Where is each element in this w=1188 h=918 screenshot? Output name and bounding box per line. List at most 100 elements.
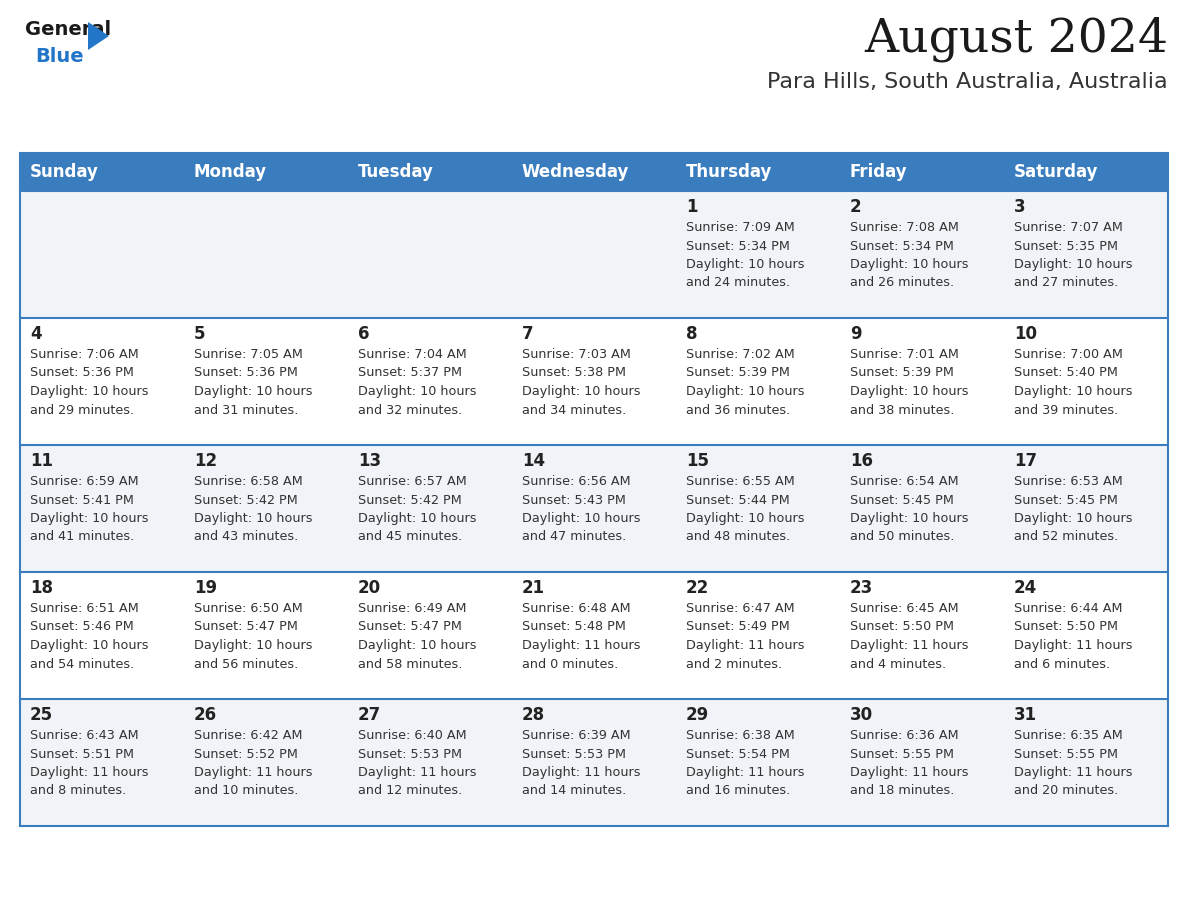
Text: and 31 minutes.: and 31 minutes.	[194, 404, 298, 417]
Text: Daylight: 11 hours: Daylight: 11 hours	[522, 766, 640, 779]
Text: Daylight: 10 hours: Daylight: 10 hours	[194, 639, 312, 652]
Text: Sunset: 5:50 PM: Sunset: 5:50 PM	[849, 621, 954, 633]
Text: Daylight: 11 hours: Daylight: 11 hours	[685, 766, 804, 779]
Text: Sunrise: 6:38 AM: Sunrise: 6:38 AM	[685, 729, 795, 742]
Text: Daylight: 10 hours: Daylight: 10 hours	[522, 512, 640, 525]
Text: Sunset: 5:53 PM: Sunset: 5:53 PM	[358, 747, 462, 760]
Text: 2: 2	[849, 198, 861, 216]
Bar	[184, 153, 348, 191]
Text: Daylight: 10 hours: Daylight: 10 hours	[30, 512, 148, 525]
Text: Sunset: 5:40 PM: Sunset: 5:40 PM	[1013, 366, 1118, 379]
Text: Daylight: 10 hours: Daylight: 10 hours	[358, 385, 476, 398]
Text: 22: 22	[685, 579, 709, 597]
Text: Sunset: 5:36 PM: Sunset: 5:36 PM	[194, 366, 298, 379]
Text: Sunset: 5:43 PM: Sunset: 5:43 PM	[522, 494, 626, 507]
Text: Monday: Monday	[194, 163, 267, 181]
Text: Sunset: 5:34 PM: Sunset: 5:34 PM	[849, 240, 954, 252]
Text: and 16 minutes.: and 16 minutes.	[685, 785, 790, 798]
Text: 5: 5	[194, 325, 206, 343]
Text: Saturday: Saturday	[1013, 163, 1099, 181]
Text: and 56 minutes.: and 56 minutes.	[194, 657, 298, 670]
Text: 6: 6	[358, 325, 369, 343]
Text: Sunset: 5:48 PM: Sunset: 5:48 PM	[522, 621, 626, 633]
Bar	[20, 153, 184, 191]
Text: Sunset: 5:52 PM: Sunset: 5:52 PM	[194, 747, 298, 760]
Text: Sunrise: 6:57 AM: Sunrise: 6:57 AM	[358, 475, 467, 488]
Text: Daylight: 10 hours: Daylight: 10 hours	[358, 639, 476, 652]
Text: Sunrise: 6:53 AM: Sunrise: 6:53 AM	[1013, 475, 1123, 488]
Text: 10: 10	[1013, 325, 1037, 343]
Text: Sunrise: 7:08 AM: Sunrise: 7:08 AM	[849, 221, 959, 234]
Text: 17: 17	[1013, 452, 1037, 470]
Text: Sunset: 5:42 PM: Sunset: 5:42 PM	[358, 494, 462, 507]
Text: Sunset: 5:42 PM: Sunset: 5:42 PM	[194, 494, 297, 507]
Text: and 47 minutes.: and 47 minutes.	[522, 531, 626, 543]
Text: Daylight: 10 hours: Daylight: 10 hours	[30, 639, 148, 652]
Text: Sunset: 5:45 PM: Sunset: 5:45 PM	[1013, 494, 1118, 507]
Text: Sunset: 5:34 PM: Sunset: 5:34 PM	[685, 240, 790, 252]
Text: Daylight: 10 hours: Daylight: 10 hours	[1013, 385, 1132, 398]
Text: 1: 1	[685, 198, 697, 216]
Text: and 27 minutes.: and 27 minutes.	[1013, 276, 1118, 289]
Text: General: General	[25, 20, 112, 39]
Text: 29: 29	[685, 706, 709, 724]
Text: Daylight: 10 hours: Daylight: 10 hours	[1013, 258, 1132, 271]
Text: Sunset: 5:49 PM: Sunset: 5:49 PM	[685, 621, 790, 633]
Text: Sunday: Sunday	[30, 163, 99, 181]
Text: and 0 minutes.: and 0 minutes.	[522, 657, 618, 670]
Text: Tuesday: Tuesday	[358, 163, 434, 181]
Text: 4: 4	[30, 325, 42, 343]
Text: 14: 14	[522, 452, 545, 470]
Text: Sunrise: 6:49 AM: Sunrise: 6:49 AM	[358, 602, 467, 615]
Text: and 43 minutes.: and 43 minutes.	[194, 531, 298, 543]
Text: 26: 26	[194, 706, 217, 724]
Text: Blue: Blue	[34, 47, 83, 66]
Text: Sunrise: 6:42 AM: Sunrise: 6:42 AM	[194, 729, 302, 742]
Text: Sunrise: 7:02 AM: Sunrise: 7:02 AM	[685, 348, 795, 361]
Text: 16: 16	[849, 452, 873, 470]
Bar	[20, 318, 1168, 445]
Text: Sunrise: 6:35 AM: Sunrise: 6:35 AM	[1013, 729, 1123, 742]
Text: and 48 minutes.: and 48 minutes.	[685, 531, 790, 543]
Text: 9: 9	[849, 325, 861, 343]
Text: and 4 minutes.: and 4 minutes.	[849, 657, 946, 670]
Text: Sunset: 5:53 PM: Sunset: 5:53 PM	[522, 747, 626, 760]
Text: Sunset: 5:55 PM: Sunset: 5:55 PM	[1013, 747, 1118, 760]
Text: and 14 minutes.: and 14 minutes.	[522, 785, 626, 798]
Text: Friday: Friday	[849, 163, 908, 181]
Text: Daylight: 11 hours: Daylight: 11 hours	[685, 639, 804, 652]
Text: Wednesday: Wednesday	[522, 163, 630, 181]
Text: Daylight: 10 hours: Daylight: 10 hours	[30, 385, 148, 398]
Text: Sunset: 5:50 PM: Sunset: 5:50 PM	[1013, 621, 1118, 633]
Text: Daylight: 11 hours: Daylight: 11 hours	[194, 766, 312, 779]
Text: and 26 minutes.: and 26 minutes.	[849, 276, 954, 289]
Text: Daylight: 11 hours: Daylight: 11 hours	[358, 766, 476, 779]
Text: Sunset: 5:54 PM: Sunset: 5:54 PM	[685, 747, 790, 760]
Text: Sunrise: 6:43 AM: Sunrise: 6:43 AM	[30, 729, 139, 742]
Text: and 2 minutes.: and 2 minutes.	[685, 657, 782, 670]
Polygon shape	[88, 22, 109, 50]
Text: Sunrise: 6:51 AM: Sunrise: 6:51 AM	[30, 602, 139, 615]
Text: Daylight: 11 hours: Daylight: 11 hours	[849, 766, 968, 779]
Text: Sunrise: 7:07 AM: Sunrise: 7:07 AM	[1013, 221, 1123, 234]
Text: Sunrise: 7:01 AM: Sunrise: 7:01 AM	[849, 348, 959, 361]
Text: and 39 minutes.: and 39 minutes.	[1013, 404, 1118, 417]
Text: Sunrise: 7:09 AM: Sunrise: 7:09 AM	[685, 221, 795, 234]
Text: Sunrise: 7:05 AM: Sunrise: 7:05 AM	[194, 348, 303, 361]
Text: Para Hills, South Australia, Australia: Para Hills, South Australia, Australia	[767, 72, 1168, 92]
Text: and 34 minutes.: and 34 minutes.	[522, 404, 626, 417]
Text: Daylight: 10 hours: Daylight: 10 hours	[358, 512, 476, 525]
Bar	[20, 572, 1168, 699]
Text: and 18 minutes.: and 18 minutes.	[849, 785, 954, 798]
Text: 18: 18	[30, 579, 52, 597]
Text: Sunrise: 7:04 AM: Sunrise: 7:04 AM	[358, 348, 467, 361]
Text: Sunset: 5:35 PM: Sunset: 5:35 PM	[1013, 240, 1118, 252]
Bar	[348, 153, 512, 191]
Text: Daylight: 10 hours: Daylight: 10 hours	[685, 385, 804, 398]
Text: and 32 minutes.: and 32 minutes.	[358, 404, 462, 417]
Text: Daylight: 10 hours: Daylight: 10 hours	[685, 258, 804, 271]
Text: Daylight: 11 hours: Daylight: 11 hours	[30, 766, 148, 779]
Text: Daylight: 10 hours: Daylight: 10 hours	[849, 258, 968, 271]
Text: and 24 minutes.: and 24 minutes.	[685, 276, 790, 289]
Text: Daylight: 10 hours: Daylight: 10 hours	[849, 512, 968, 525]
